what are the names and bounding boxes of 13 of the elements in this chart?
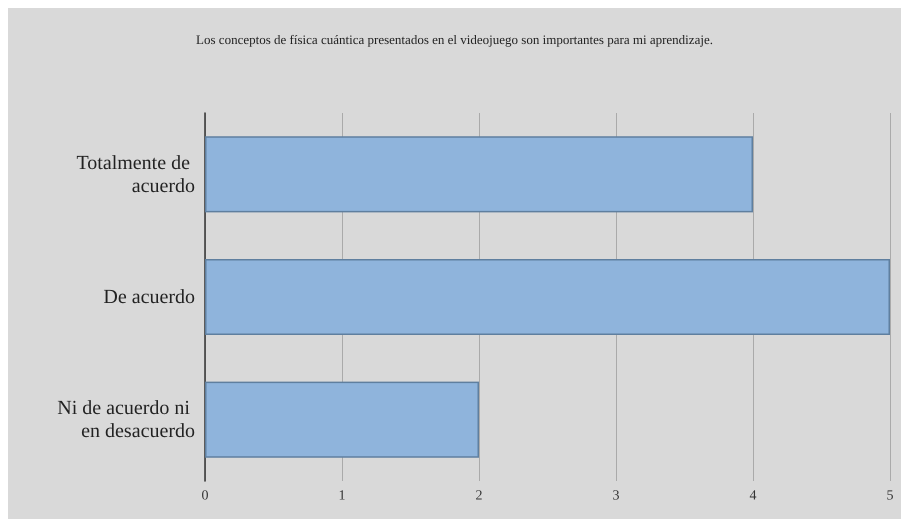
chart-title: Los conceptos de física cuántica presentados en el videojuego son importantes para mi aprendizaje. <box>196 32 713 47</box>
y-tick-label: De acuerdo <box>103 286 195 308</box>
x-tick-label: 0 <box>202 488 208 504</box>
y-tick-label: Ni de acuerdo ni en desacuerdo <box>57 397 195 442</box>
x-tick-label: 5 <box>886 488 894 504</box>
bar <box>205 136 753 212</box>
x-tick-label: 4 <box>750 488 756 504</box>
y-tick-label: Totalmente de acuerdo <box>76 152 195 197</box>
x-tick-label: 2 <box>476 488 482 504</box>
bar <box>205 382 479 458</box>
x-tick-label: 1 <box>338 488 346 504</box>
x-tick-label: 3 <box>612 488 620 504</box>
bar <box>205 258 890 336</box>
